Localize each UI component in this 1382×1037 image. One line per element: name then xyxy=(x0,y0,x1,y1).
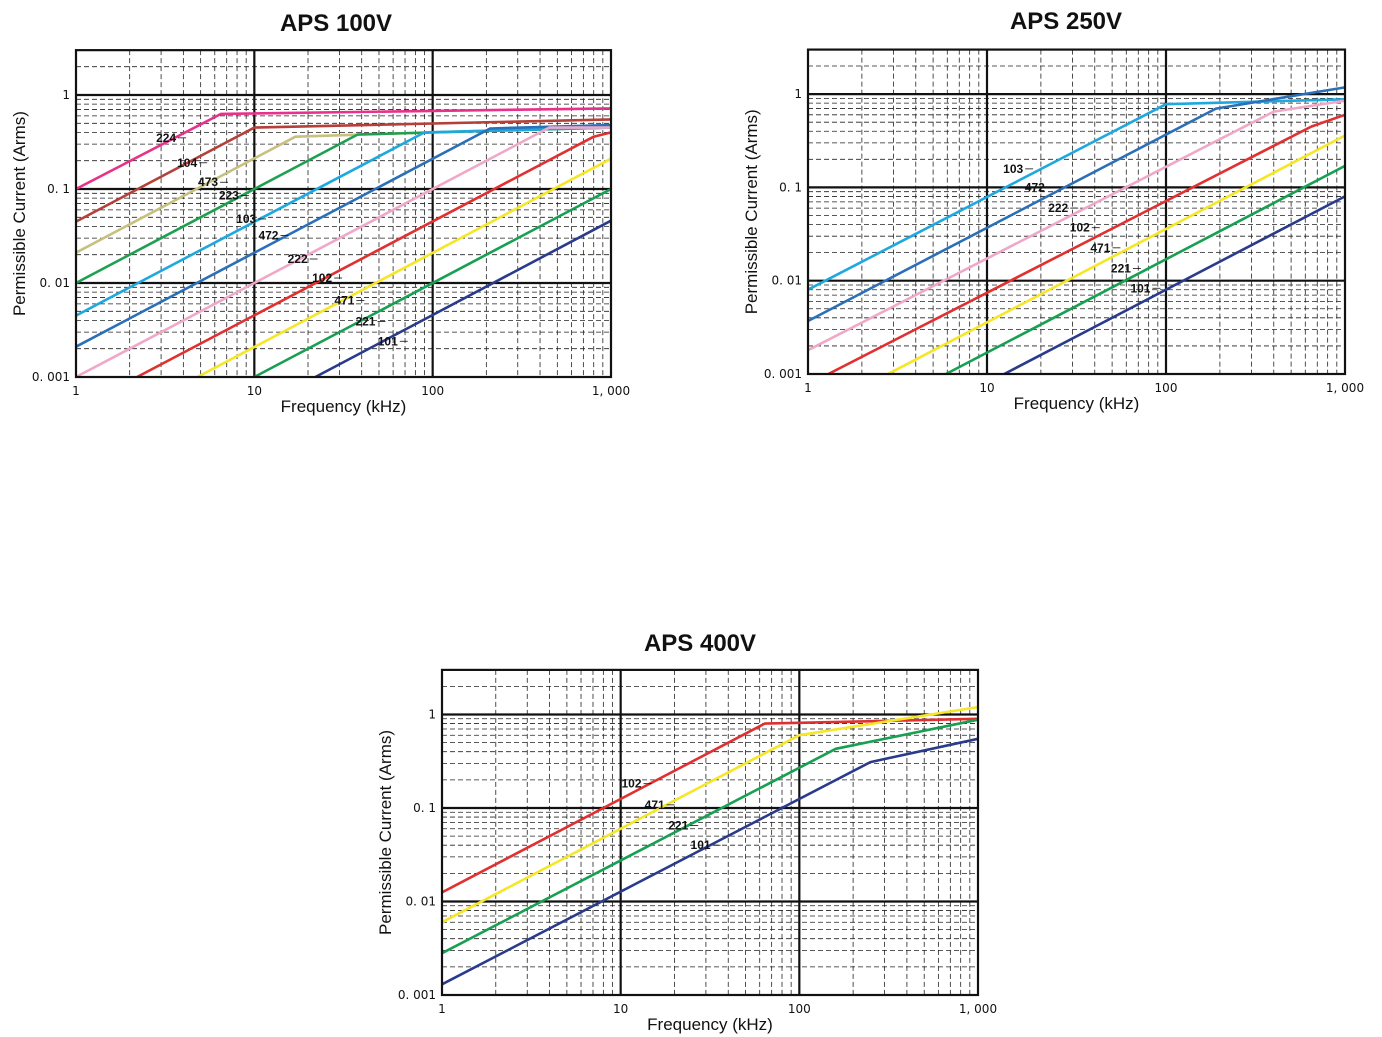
y-tick-label: 1 xyxy=(794,87,802,101)
curve-label-471: 471 xyxy=(645,798,665,812)
curve-label-101: 101 xyxy=(1130,281,1150,295)
x-tick-label: 100 xyxy=(421,384,444,398)
series-line-221 xyxy=(253,187,612,379)
x-axis-label: Frequency (kHz) xyxy=(1014,394,1140,413)
curve-label-103: 103 xyxy=(236,212,256,226)
curve-label-222: 222 xyxy=(288,252,308,266)
x-axis-label: Frequency (kHz) xyxy=(281,397,407,416)
series-group xyxy=(441,705,979,986)
y-tick-label: 1 xyxy=(62,88,70,102)
plot-area xyxy=(442,669,978,995)
series-line-103 xyxy=(807,98,1346,291)
x-tick-label: 1, 000 xyxy=(592,384,630,398)
x-tick-label: 10 xyxy=(979,381,994,395)
chart-title: APS 400V xyxy=(644,630,756,657)
y-tick-label: 0. 001 xyxy=(398,988,436,1002)
x-tick-label: 1 xyxy=(438,1002,446,1016)
x-tick-label: 100 xyxy=(1155,381,1178,395)
series-line-471 xyxy=(887,134,1346,376)
series-line-221 xyxy=(945,164,1346,376)
curve-label-222: 222 xyxy=(1048,201,1068,215)
chart-title: APS 250V xyxy=(1010,8,1122,35)
x-tick-label: 1 xyxy=(804,381,812,395)
curve-label-104: 104 xyxy=(177,156,197,170)
plot-area xyxy=(76,50,611,377)
curve-label-224: 224 xyxy=(156,131,176,145)
series-group xyxy=(75,107,612,379)
y-tick-label: 0. 01 xyxy=(39,276,70,290)
curve-label-473: 473 xyxy=(198,175,218,189)
curve-label-472: 472 xyxy=(1025,180,1045,194)
x-tick-label: 1, 000 xyxy=(959,1002,997,1016)
x-tick-label: 1, 000 xyxy=(1326,381,1364,395)
grid xyxy=(76,50,611,377)
plot-frame xyxy=(74,49,613,379)
y-tick-label: 0. 1 xyxy=(779,180,802,194)
x-axis-label: Frequency (kHz) xyxy=(647,1015,773,1034)
y-tick-label: 0. 1 xyxy=(47,182,70,196)
curve-label-221: 221 xyxy=(355,314,375,328)
series-line-222 xyxy=(75,126,611,379)
curve-label-472: 472 xyxy=(258,229,278,243)
series-line-101 xyxy=(314,219,612,379)
series-line-471 xyxy=(196,157,612,379)
series-line-104 xyxy=(75,118,612,223)
x-tick-label: 10 xyxy=(613,1002,628,1016)
curve-label-221: 221 xyxy=(668,818,688,832)
series-line-102 xyxy=(827,113,1346,376)
curve-label-221: 221 xyxy=(1111,262,1131,276)
series-line-472 xyxy=(807,86,1346,323)
curve-label-101: 101 xyxy=(691,838,711,852)
x-tick-label: 1 xyxy=(72,384,80,398)
y-axis-label: Permissible Current (Arms) xyxy=(742,109,761,314)
curve-label-471: 471 xyxy=(334,294,354,308)
series-line-101 xyxy=(441,737,979,986)
y-tick-label: 0. 001 xyxy=(764,367,802,381)
series-line-224 xyxy=(75,107,612,191)
x-tick-label: 100 xyxy=(788,1002,811,1016)
series-line-471 xyxy=(441,705,979,924)
curve-label-101: 101 xyxy=(378,334,398,348)
y-tick-label: 0. 01 xyxy=(405,895,436,909)
y-tick-label: 0. 001 xyxy=(32,370,70,384)
y-axis-label: Permissible Current (Arms) xyxy=(10,111,29,316)
plot-frame xyxy=(806,48,1347,376)
curve-label-223: 223 xyxy=(219,189,239,203)
series-line-472 xyxy=(75,123,612,348)
series-line-222 xyxy=(807,99,1346,352)
plot-frame xyxy=(440,668,980,997)
curve-label-102: 102 xyxy=(312,271,332,285)
chart-title: APS 100V xyxy=(280,10,392,37)
y-axis-label: Permissible Current (Arms) xyxy=(376,730,395,935)
series-line-102 xyxy=(441,717,979,894)
y-tick-label: 0. 01 xyxy=(771,274,802,288)
curve-label-102: 102 xyxy=(621,777,641,791)
series-line-102 xyxy=(136,131,612,379)
y-tick-label: 1 xyxy=(428,708,436,722)
curve-label-102: 102 xyxy=(1070,221,1090,235)
series-line-221 xyxy=(441,718,979,955)
series-line-101 xyxy=(1003,195,1346,376)
curve-label-471: 471 xyxy=(1090,241,1110,255)
curve-label-103: 103 xyxy=(1003,162,1023,176)
x-tick-label: 10 xyxy=(247,384,262,398)
y-tick-label: 0. 1 xyxy=(413,801,436,815)
series-group xyxy=(807,86,1346,376)
